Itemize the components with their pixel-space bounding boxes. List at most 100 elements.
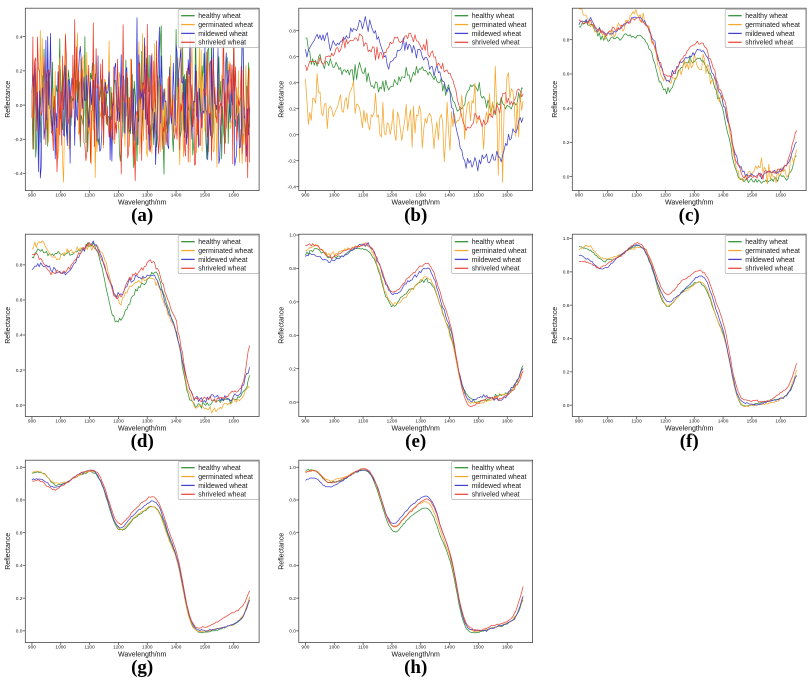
svg-text:1.0: 1.0 <box>563 236 570 242</box>
svg-text:1500: 1500 <box>473 644 484 650</box>
svg-text:1300: 1300 <box>142 644 153 650</box>
svg-text:(f): (f) <box>680 431 699 452</box>
svg-text:(g): (g) <box>131 657 153 678</box>
svg-text:0.6: 0.6 <box>16 530 23 536</box>
svg-text:1300: 1300 <box>689 192 700 198</box>
svg-text:1200: 1200 <box>113 418 124 424</box>
svg-text:germinated wheat: germinated wheat <box>745 248 800 255</box>
svg-text:Reflectance: Reflectance <box>5 81 12 118</box>
svg-text:1300: 1300 <box>415 418 426 424</box>
svg-text:1600: 1600 <box>228 418 239 424</box>
svg-text:(h): (h) <box>404 657 427 678</box>
svg-text:shriveled wheat: shriveled wheat <box>198 492 246 499</box>
svg-text:Reflectance: Reflectance <box>279 307 286 344</box>
svg-text:1100: 1100 <box>358 192 369 198</box>
svg-text:(d): (d) <box>131 431 154 452</box>
svg-text:0.2: 0.2 <box>289 366 296 372</box>
svg-text:healthy wheat: healthy wheat <box>198 13 241 20</box>
svg-text:shriveled wheat: shriveled wheat <box>745 266 793 273</box>
svg-text:mildewed wheat: mildewed wheat <box>472 483 521 490</box>
svg-text:germinated wheat: germinated wheat <box>745 22 800 29</box>
svg-text:(e): (e) <box>405 431 426 452</box>
svg-text:1100: 1100 <box>631 192 642 198</box>
svg-text:-0.4: -0.4 <box>288 184 297 190</box>
svg-text:0.4: 0.4 <box>563 106 570 112</box>
svg-text:1400: 1400 <box>444 418 455 424</box>
svg-text:1000: 1000 <box>55 644 66 650</box>
svg-text:0.0: 0.0 <box>289 132 296 138</box>
svg-text:1100: 1100 <box>358 644 369 650</box>
svg-text:0.4: 0.4 <box>16 34 23 40</box>
svg-text:0.0: 0.0 <box>289 400 296 406</box>
svg-text:900: 900 <box>28 192 36 198</box>
svg-text:0.2: 0.2 <box>16 69 23 75</box>
svg-text:0.2: 0.2 <box>289 596 296 602</box>
svg-text:shriveled wheat: shriveled wheat <box>472 266 520 273</box>
svg-text:1600: 1600 <box>502 192 513 198</box>
svg-text:(c): (c) <box>679 205 700 226</box>
svg-text:germinated wheat: germinated wheat <box>472 474 527 481</box>
svg-text:0.0: 0.0 <box>563 403 570 409</box>
svg-text:1000: 1000 <box>329 418 340 424</box>
svg-text:0.8: 0.8 <box>563 270 570 276</box>
svg-text:0.0: 0.0 <box>563 174 570 180</box>
svg-text:healthy wheat: healthy wheat <box>472 239 515 246</box>
svg-text:shriveled wheat: shriveled wheat <box>472 40 520 47</box>
svg-text:Wavelength/nm: Wavelength/nm <box>392 426 441 433</box>
svg-text:Wavelength/nm: Wavelength/nm <box>392 652 441 659</box>
svg-text:1200: 1200 <box>660 192 671 198</box>
svg-text:1100: 1100 <box>358 418 369 424</box>
svg-text:1300: 1300 <box>142 192 153 198</box>
svg-text:1500: 1500 <box>473 192 484 198</box>
svg-text:1400: 1400 <box>171 644 182 650</box>
svg-text:Reflectance: Reflectance <box>279 533 286 570</box>
svg-text:1300: 1300 <box>415 644 426 650</box>
svg-text:healthy wheat: healthy wheat <box>745 239 788 246</box>
svg-text:1600: 1600 <box>502 644 513 650</box>
svg-text:mildewed wheat: mildewed wheat <box>472 31 521 38</box>
svg-text:-0.4: -0.4 <box>14 171 23 177</box>
svg-text:germinated wheat: germinated wheat <box>472 248 527 255</box>
svg-text:1300: 1300 <box>415 192 426 198</box>
svg-text:Reflectance: Reflectance <box>5 533 12 570</box>
svg-text:900: 900 <box>28 644 36 650</box>
svg-text:(b): (b) <box>404 205 427 226</box>
svg-text:0.4: 0.4 <box>16 563 23 569</box>
svg-text:1100: 1100 <box>84 644 95 650</box>
svg-text:0.6: 0.6 <box>289 300 296 306</box>
svg-text:1300: 1300 <box>689 418 700 424</box>
svg-text:900: 900 <box>575 192 583 198</box>
svg-text:0.0: 0.0 <box>16 103 23 109</box>
svg-text:shriveled wheat: shriveled wheat <box>198 40 246 47</box>
svg-text:1000: 1000 <box>602 192 613 198</box>
svg-text:0.2: 0.2 <box>563 140 570 146</box>
svg-text:mildewed wheat: mildewed wheat <box>745 257 794 264</box>
svg-text:1200: 1200 <box>113 644 124 650</box>
svg-text:1600: 1600 <box>775 418 786 424</box>
svg-text:0.2: 0.2 <box>16 368 23 374</box>
svg-text:1200: 1200 <box>387 192 398 198</box>
svg-text:1000: 1000 <box>55 418 66 424</box>
svg-text:1500: 1500 <box>473 418 484 424</box>
svg-text:1500: 1500 <box>200 418 211 424</box>
svg-text:1200: 1200 <box>113 192 124 198</box>
svg-text:0.8: 0.8 <box>563 37 570 43</box>
svg-text:mildewed wheat: mildewed wheat <box>472 257 521 264</box>
svg-text:0.4: 0.4 <box>289 80 296 86</box>
svg-text:1000: 1000 <box>329 644 340 650</box>
svg-text:healthy wheat: healthy wheat <box>198 239 241 246</box>
svg-text:1500: 1500 <box>200 192 211 198</box>
svg-text:0.0: 0.0 <box>16 403 23 409</box>
svg-text:0.8: 0.8 <box>289 266 296 272</box>
svg-text:0.8: 0.8 <box>289 28 296 34</box>
svg-text:healthy wheat: healthy wheat <box>198 465 241 472</box>
svg-text:Reflectance: Reflectance <box>552 81 559 118</box>
svg-text:germinated wheat: germinated wheat <box>472 22 527 29</box>
svg-text:Reflectance: Reflectance <box>279 81 286 118</box>
svg-text:healthy wheat: healthy wheat <box>472 13 515 20</box>
svg-text:1300: 1300 <box>142 418 153 424</box>
svg-text:mildewed wheat: mildewed wheat <box>198 257 247 264</box>
svg-text:germinated wheat: germinated wheat <box>198 474 253 481</box>
svg-text:1100: 1100 <box>84 418 95 424</box>
svg-text:1200: 1200 <box>387 418 398 424</box>
